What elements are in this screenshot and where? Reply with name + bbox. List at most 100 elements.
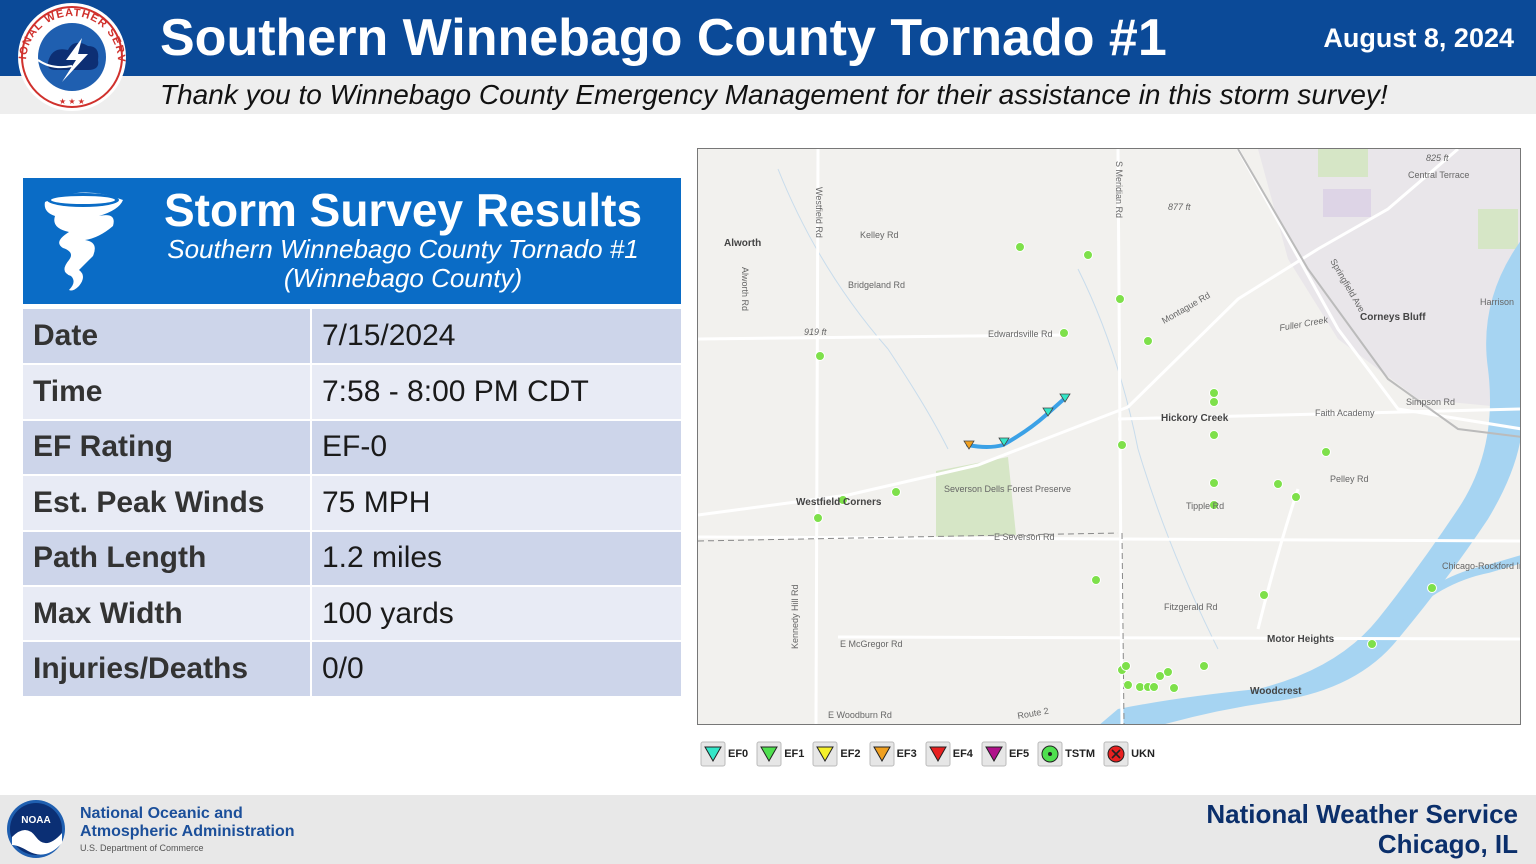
forest-preserve xyxy=(936,457,1016,537)
row-label: Injuries/Deaths xyxy=(23,641,312,698)
ef0-marker-icon xyxy=(998,437,1010,447)
legend-item-ukn: UKN xyxy=(1103,741,1155,767)
results-title: Storm Survey Results xyxy=(163,184,643,236)
map-legend: EF0 EF1 EF2 EF3 EF4 EF5 TSTM UKN xyxy=(700,740,1163,768)
table-row: Max Width 100 yards xyxy=(23,585,681,643)
legend-item-ef0: EF0 xyxy=(700,741,748,767)
legend-label: UKN xyxy=(1131,748,1155,760)
tstm-dot-icon xyxy=(1037,741,1063,767)
page-title: Southern Winnebago County Tornado #1 xyxy=(160,9,1167,67)
river-branch xyxy=(1395,555,1520,622)
ukn-x-icon xyxy=(1103,741,1129,767)
creek xyxy=(777,168,949,450)
row-value: 0/0 xyxy=(311,641,681,698)
row-label: Path Length xyxy=(23,530,312,587)
results-subtitle: Southern Winnebago County Tornado #1 xyxy=(167,234,639,264)
legend-label: EF2 xyxy=(840,748,861,760)
park-area xyxy=(1318,149,1368,177)
ef1-triangle-icon xyxy=(756,741,782,767)
storm-track-map[interactable]: Alworth Hickory Creek Corneys Bluff West… xyxy=(697,148,1521,725)
row-value: 1.2 miles xyxy=(311,530,681,587)
map-elevation-label: 919 ft xyxy=(804,327,827,337)
map-place-label: Harrison xyxy=(1480,297,1514,307)
table-row: Time 7:58 - 8:00 PM CDT xyxy=(23,364,681,421)
noaa-badge-text: NOAA xyxy=(21,815,50,826)
legend-item-ef3: EF3 xyxy=(869,741,917,767)
tornado-icon xyxy=(44,192,123,291)
ef5-triangle-icon xyxy=(981,741,1007,767)
legend-label: EF5 xyxy=(1008,748,1030,760)
map-road-label: Kelley Rd xyxy=(860,230,899,240)
map-elevation-label: 825 ft xyxy=(1426,153,1449,163)
map-road-label: Edwardsville Rd xyxy=(988,329,1053,339)
map-road-label: Fitzgerald Rd xyxy=(1164,602,1218,612)
results-county: (Winnebago County) xyxy=(283,263,523,293)
thanks-bar: Thank you to Winnebago County Emergency … xyxy=(0,76,1536,114)
ef0-marker-icon xyxy=(1042,407,1054,417)
map-road-label: Pelley Rd xyxy=(1330,474,1369,484)
tornado-track xyxy=(966,397,1066,449)
header-date: August 8, 2024 xyxy=(1323,23,1514,53)
urban-block xyxy=(1323,189,1371,217)
footer-bar: NOAA National Oceanic and Atmospheric Ad… xyxy=(0,795,1536,864)
legend-item-ef5: EF5 xyxy=(981,741,1029,767)
map-place-label: Central Terrace xyxy=(1408,170,1469,180)
results-header: Storm Survey Results Southern Winnebago … xyxy=(23,178,681,304)
park-area xyxy=(1478,209,1518,249)
map-elevation-label: 877 ft xyxy=(1168,202,1191,212)
ef0-marker-icon xyxy=(1059,393,1071,403)
legend-item-tstm: TSTM xyxy=(1037,741,1095,767)
creek xyxy=(1077,268,1219,650)
railroad xyxy=(1237,149,1520,438)
map-road-label: Westfield Rd xyxy=(814,187,824,238)
row-value: 7/15/2024 xyxy=(311,309,681,366)
map-place-label: Westfield Corners xyxy=(796,497,882,508)
nws-office-city: Chicago, IL xyxy=(1377,829,1518,859)
map-canvas: Alworth Hickory Creek Corneys Bluff West… xyxy=(698,149,1521,724)
nws-name: National Weather Service xyxy=(1206,799,1518,829)
row-value: 100 yards xyxy=(311,585,681,643)
county-boundary xyxy=(698,532,1119,542)
ef4-triangle-icon xyxy=(925,741,951,767)
noaa-logo-icon: NOAA xyxy=(7,800,65,858)
storm-reports xyxy=(813,242,1437,693)
map-place-label: Motor Heights xyxy=(1267,634,1335,645)
roads xyxy=(698,149,1520,724)
map-place-label: Hickory Creek xyxy=(1161,413,1229,424)
ef2-triangle-icon xyxy=(812,741,838,767)
table-row: EF Rating EF-0 xyxy=(23,419,681,477)
map-road-label: Route 2 xyxy=(1017,706,1050,721)
map-road-label: E McGregor Rd xyxy=(840,639,903,649)
map-place-label: Chicago-Rockford International Airport xyxy=(1442,561,1521,571)
legend-item-ef1: EF1 xyxy=(756,741,804,767)
track-marker-icon xyxy=(963,440,975,450)
legend-label: EF1 xyxy=(784,748,805,760)
map-place-label: Corneys Bluff xyxy=(1360,312,1426,323)
row-value: 75 MPH xyxy=(311,475,681,532)
row-label: EF Rating xyxy=(23,419,312,477)
map-road-label: Bridgeland Rd xyxy=(848,280,905,290)
table-row: Injuries/Deaths 0/0 xyxy=(23,641,681,698)
map-road-label: Simpson Rd xyxy=(1406,397,1455,407)
ef0-triangle-icon xyxy=(700,741,726,767)
map-road-label: Alworth Rd xyxy=(740,267,750,311)
nws-logo-icon: NATIONAL WEATHER SERVICE ★ ★ ★ xyxy=(12,0,126,111)
header-bar: Southern Winnebago County Tornado #1 Aug… xyxy=(0,0,1536,76)
map-road-label: Montague Rd xyxy=(1160,290,1212,326)
legend-label: TSTM xyxy=(1065,748,1096,760)
legend-item-ef2: EF2 xyxy=(812,741,861,767)
map-place-label: Woodcrest xyxy=(1250,686,1302,697)
map-road-label: Fuller Creek xyxy=(1279,315,1329,333)
map-road-label: E Severson Rd xyxy=(994,532,1055,542)
urban-area xyxy=(1258,149,1520,409)
row-label: Date xyxy=(23,309,312,366)
table-row: Date 7/15/2024 xyxy=(23,309,681,366)
legend-label: EF0 xyxy=(728,748,749,760)
ef3-triangle-icon xyxy=(869,741,895,767)
map-road-label: Tipple Rd xyxy=(1186,501,1224,511)
svg-text:★ ★ ★: ★ ★ ★ xyxy=(59,97,85,106)
map-place-label: Alworth xyxy=(724,238,761,249)
row-label: Est. Peak Winds xyxy=(23,475,312,532)
row-label: Max Width xyxy=(23,585,312,643)
table-row: Est. Peak Winds 75 MPH xyxy=(23,475,681,532)
